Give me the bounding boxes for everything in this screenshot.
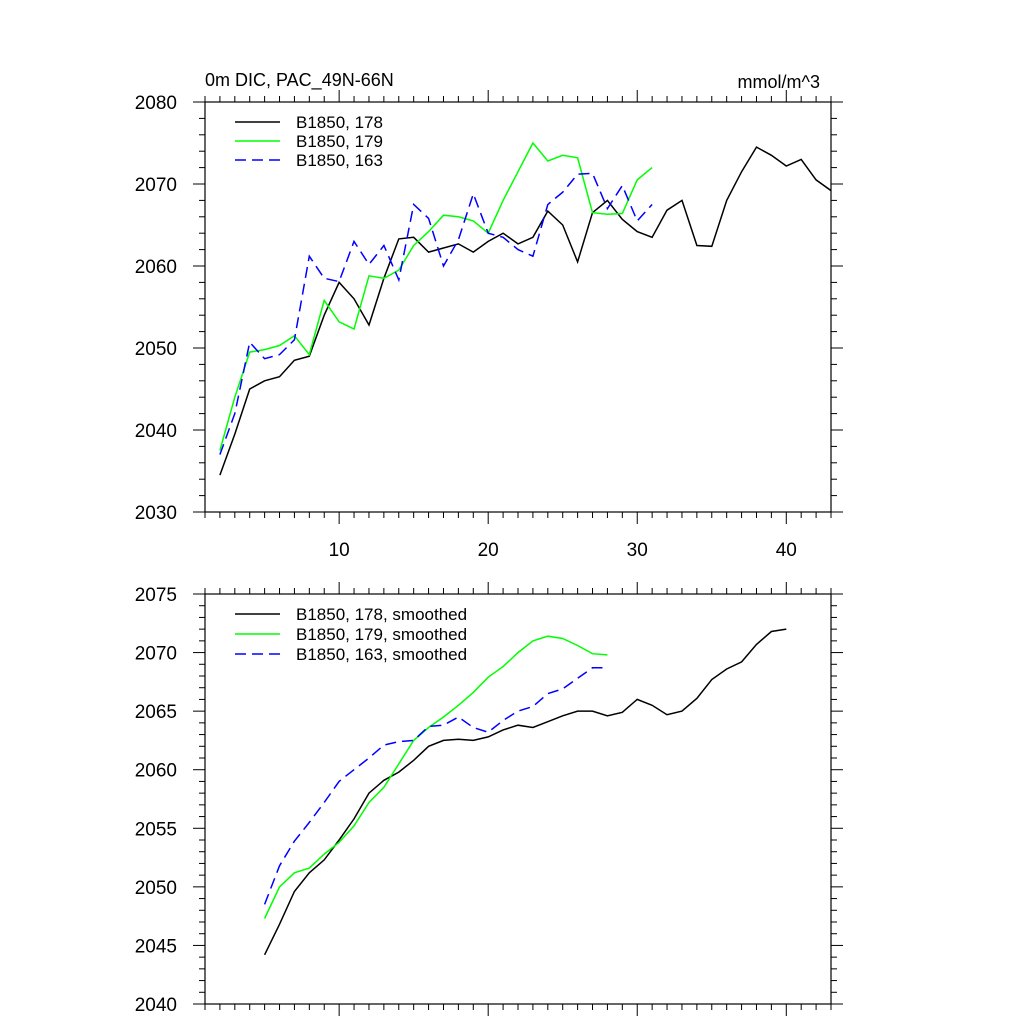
chart-panel-top: 0m DIC, PAC_49N-66N mmol/m^310 20 30 4020302…	[135, 70, 843, 561]
series-line-1	[263, 635, 608, 919]
series-group	[219, 141, 831, 476]
chart-title: 0m DIC, PAC_49N-66N	[205, 70, 394, 91]
y-tick-label: 2060	[135, 257, 177, 278]
series-line-0	[263, 628, 787, 956]
legend-label: B1850, 179, smoothed	[296, 625, 467, 644]
y-tick-label: 2055	[135, 819, 177, 840]
legend-label: B1850, 179	[296, 132, 383, 151]
legend-label: B1850, 163	[296, 151, 383, 170]
y-tick-label: 2050	[135, 339, 177, 360]
x-tick-label: 30	[627, 540, 648, 561]
series-line-2	[263, 667, 608, 905]
x-tick-label: 40	[776, 540, 797, 561]
y-tick-label: 2080	[135, 93, 177, 114]
series-line-2	[219, 172, 653, 455]
series-line-0	[219, 146, 831, 476]
x-tick-label: 10	[329, 540, 350, 561]
y-tick-label: 2030	[135, 503, 177, 524]
legend-label: B1850, 178, smoothed	[296, 605, 467, 624]
y-tick-label: 2040	[135, 995, 177, 1016]
y-tick-label: 2070	[135, 175, 177, 196]
x-tick-label: 20	[478, 540, 499, 561]
legend-label: B1850, 178	[296, 113, 383, 132]
chart-panel-bottom: 2040 2045 2050 2055 2060 2065 2070 2075 B1850, 1…	[135, 582, 843, 1016]
y-tick-label: 2065	[135, 702, 177, 723]
legend-label: B1850, 163, smoothed	[296, 645, 467, 664]
units-label: mmol/m^3	[738, 72, 820, 92]
y-tick-label: 2060	[135, 761, 177, 782]
y-tick-label: 2070	[135, 644, 177, 665]
y-tick-label: 2040	[135, 421, 177, 442]
series-line-1	[219, 141, 653, 451]
series-group	[263, 628, 787, 956]
y-tick-label: 2075	[135, 585, 177, 606]
y-tick-label: 2050	[135, 878, 177, 899]
y-tick-label: 2045	[135, 936, 177, 957]
